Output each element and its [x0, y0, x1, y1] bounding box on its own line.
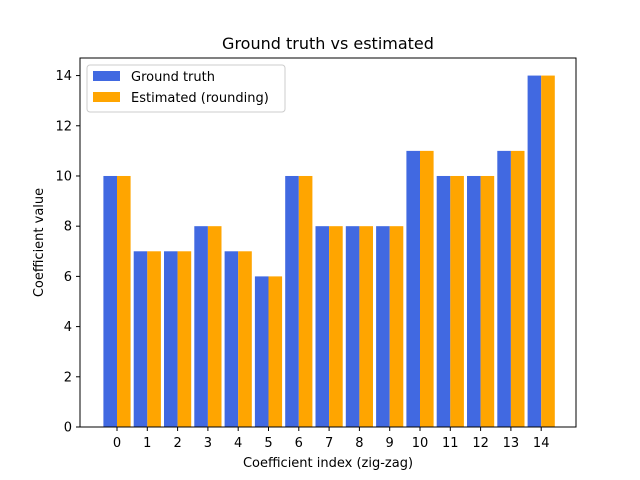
legend-swatch-ground-truth [93, 71, 120, 81]
x-tick-label: 13 [503, 436, 520, 451]
x-tick-label: 14 [533, 436, 550, 451]
y-tick-label: 2 [64, 370, 72, 385]
y-tick-label: 8 [64, 220, 72, 235]
plot-frame [79, 57, 577, 428]
bar-estimated-rounding-0 [117, 175, 131, 427]
x-tick-label: 6 [295, 436, 303, 451]
bar-estimated-rounding-7 [329, 226, 343, 427]
y-tick-label: 6 [64, 270, 72, 285]
x-tick-label: 10 [412, 436, 429, 451]
bar-ground-truth-13 [497, 150, 511, 427]
bar-estimated-rounding-14 [541, 75, 555, 427]
bar-ground-truth-4 [224, 251, 239, 427]
x-ticks: 0 1 2 3 4 5 6 7 8 9 10 11 12 13 14 [113, 427, 550, 451]
bar-estimated-rounding-8 [359, 226, 373, 427]
x-tick-label: 1 [143, 436, 151, 451]
bar-estimated-rounding-6 [298, 175, 313, 427]
y-axis-label: Coefficient value [32, 188, 47, 297]
y-tick-label: 4 [64, 320, 72, 335]
x-tick-label: 0 [113, 436, 121, 451]
bar-ground-truth-1 [133, 251, 148, 427]
bar-ground-truth-3 [194, 226, 208, 427]
x-axis-label: Coefficient index (zig-zag) [243, 456, 413, 471]
x-tick-label: 5 [264, 436, 272, 451]
bar-ground-truth-9 [376, 226, 390, 427]
bar-estimated-rounding-3 [207, 226, 222, 427]
x-tick-label: 2 [173, 436, 181, 451]
chart-title: Ground truth vs estimated [222, 34, 434, 53]
bar-ground-truth-12 [467, 175, 481, 427]
x-tick-label: 7 [325, 436, 333, 451]
x-tick-label: 3 [204, 436, 212, 451]
y-tick-label: 12 [55, 119, 72, 134]
x-tick-label: 9 [386, 436, 394, 451]
legend-swatch-estimated [93, 92, 120, 102]
bar-estimated-rounding-2 [177, 251, 192, 427]
legend-label-ground-truth: Ground truth [131, 70, 215, 85]
bar-ground-truth-8 [345, 226, 360, 427]
x-tick-label: 8 [355, 436, 363, 451]
bar-ground-truth-10 [406, 150, 420, 427]
bar-estimated-rounding-9 [389, 226, 404, 427]
bar-estimated-rounding-10 [420, 150, 434, 427]
bar-estimated-rounding-5 [268, 276, 283, 427]
x-tick-label: 11 [442, 436, 459, 451]
bars-group [103, 75, 555, 427]
legend: Ground truth Estimated (rounding) [86, 64, 286, 113]
bar-estimated-rounding-12 [480, 175, 495, 427]
y-tick-label: 0 [64, 421, 72, 436]
legend-box [86, 64, 286, 113]
bar-ground-truth-5 [254, 276, 269, 427]
bar-ground-truth-14 [527, 75, 542, 427]
y-tick-label: 10 [55, 169, 72, 184]
y-tick-label: 14 [55, 69, 72, 84]
bar-estimated-rounding-4 [238, 251, 252, 427]
bar-ground-truth-6 [285, 175, 299, 427]
bar-estimated-rounding-1 [147, 251, 161, 427]
bar-ground-truth-0 [103, 175, 117, 427]
bar-estimated-rounding-11 [450, 175, 464, 427]
bar-ground-truth-11 [436, 175, 451, 427]
bar-ground-truth-7 [315, 226, 330, 427]
bar-estimated-rounding-13 [510, 150, 525, 427]
x-tick-label: 12 [472, 436, 489, 451]
x-tick-label: 4 [234, 436, 242, 451]
y-ticks: 0 2 4 6 8 10 12 14 [55, 69, 80, 436]
bar-ground-truth-2 [164, 251, 178, 427]
legend-label-estimated: Estimated (rounding) [131, 91, 269, 106]
